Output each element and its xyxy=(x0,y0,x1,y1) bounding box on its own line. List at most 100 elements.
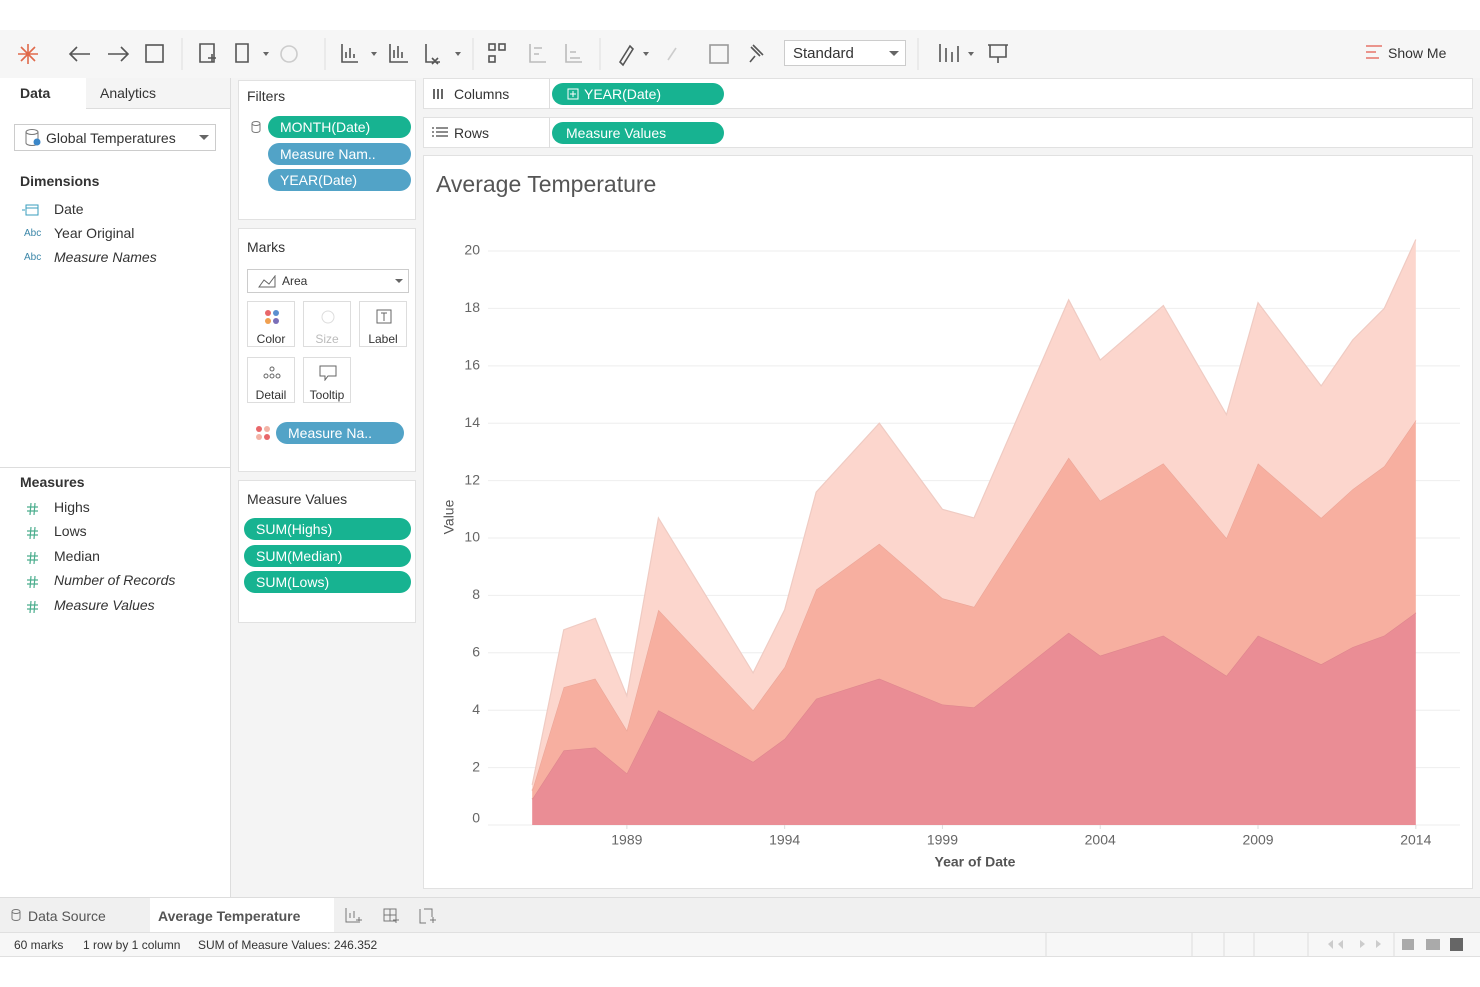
dimension[interactable]: Measure Names xyxy=(54,249,157,265)
analytics-tab-bg xyxy=(86,78,230,109)
measure-pill[interactable]: SUM(Highs) xyxy=(244,518,411,540)
color-button[interactable]: Color xyxy=(247,301,295,347)
measure-pill[interactable]: SUM(Lows) xyxy=(244,571,411,593)
toolbar: Standard Show Me xyxy=(0,30,1480,79)
chart: Average Temperature Value Year of Date 0… xyxy=(436,171,1460,870)
detail-icon xyxy=(263,366,281,379)
y-tick-label: 0 xyxy=(472,810,480,826)
divider xyxy=(549,79,550,109)
y-tick-label: 12 xyxy=(464,471,480,487)
y-tick-label: 18 xyxy=(464,299,480,315)
x-tick-label: 2009 xyxy=(1242,832,1273,848)
area-icon xyxy=(258,275,276,288)
measure-pill[interactable]: SUM(Median) xyxy=(244,545,411,567)
tab[interactable]: Data xyxy=(20,85,51,101)
measure-values-card: Measure Values SUM(Highs) SUM(Median) SU… xyxy=(238,480,416,623)
status-size: 1 row by 1 column xyxy=(83,938,181,952)
tab[interactable]: Analytics xyxy=(100,85,157,101)
measure[interactable]: Lows xyxy=(54,523,87,540)
rows-shelf: Rows Measure Values xyxy=(423,117,1473,148)
x-tick-label: 1994 xyxy=(769,832,800,848)
measure[interactable]: Median xyxy=(54,547,100,564)
marks-card: Marks Area Color Size Label Detail Toolt… xyxy=(238,228,416,472)
color-icon xyxy=(256,426,270,440)
card-title: Measure Values xyxy=(247,491,348,507)
tooltip-button[interactable]: Tooltip xyxy=(303,357,351,403)
measure-icon xyxy=(27,502,38,516)
section-title: Measures xyxy=(20,474,85,490)
type-icon: Abc xyxy=(24,252,42,263)
dimension[interactable]: Date xyxy=(54,201,84,217)
db-icon xyxy=(251,121,261,133)
expand-icon xyxy=(567,88,579,100)
filter-pill[interactable]: Measure Nam.. xyxy=(268,143,411,165)
area xyxy=(532,239,1416,791)
date-icon xyxy=(22,204,39,216)
mark-type-select[interactable]: Area xyxy=(247,269,409,293)
x-axis-label: Year of Date xyxy=(935,854,1016,870)
card-title: Marks xyxy=(247,239,286,255)
button-label: Detail xyxy=(255,388,287,402)
shelf-label: Columns xyxy=(454,86,510,102)
toolbar-icons xyxy=(18,38,1382,70)
active-tab[interactable]: Average Temperature xyxy=(150,898,334,933)
mark-type: Area xyxy=(282,274,308,288)
x-tick-label: 1989 xyxy=(611,832,642,848)
data-source-tab[interactable]: Data Source xyxy=(28,908,106,924)
dropdown-arrow xyxy=(889,51,899,61)
status-marks: 60 marks xyxy=(14,938,64,952)
measure[interactable]: Number of Records xyxy=(54,572,176,589)
area xyxy=(532,612,1416,825)
show-me[interactable]: Show Me xyxy=(1388,45,1447,61)
dimension[interactable]: Year Original xyxy=(54,225,135,241)
fit-dropdown[interactable]: Standard xyxy=(784,40,906,66)
y-tick-label: 2 xyxy=(472,758,480,774)
status-bar: 60 marks 1 row by 1 column SUM of Measur… xyxy=(0,932,1480,957)
button-label: Label xyxy=(368,332,398,346)
filter-pill[interactable]: MONTH(Date) xyxy=(268,116,411,138)
y-tick-label: 14 xyxy=(464,414,480,430)
label-button[interactable]: Label xyxy=(359,301,407,347)
columns-shelf: Columns YEAR(Date) xyxy=(423,78,1473,109)
sheet-tabs: Data Source Average Temperature xyxy=(0,897,1480,933)
detail-button[interactable]: Detail xyxy=(247,357,295,403)
rows-icon xyxy=(432,127,448,137)
measure-icon xyxy=(27,600,38,613)
type-icon: Abc xyxy=(24,228,42,239)
filter-pill[interactable]: YEAR(Date) xyxy=(268,169,411,191)
measure-icon xyxy=(27,527,38,540)
measure[interactable]: Measure Values xyxy=(54,596,155,613)
y-tick-label: 8 xyxy=(472,586,480,602)
new-sheet-icons[interactable] xyxy=(340,904,450,928)
db-icon xyxy=(11,909,21,921)
card-title: Filters xyxy=(247,88,286,104)
tooltip-icon xyxy=(319,365,337,381)
datasource-name: Global Temperatures xyxy=(46,130,176,146)
marks-pill[interactable]: Measure Na.. xyxy=(276,422,404,444)
divider xyxy=(549,118,550,148)
x-tick-label: 2014 xyxy=(1400,832,1431,848)
area xyxy=(532,420,1416,800)
y-axis-label: Value xyxy=(441,499,457,534)
divider xyxy=(0,467,230,468)
rows-pill[interactable]: Measure Values xyxy=(552,122,724,144)
y-tick-label: 6 xyxy=(472,644,480,660)
measure-icon xyxy=(27,551,38,564)
measure[interactable]: Highs xyxy=(54,499,90,515)
columns-pill[interactable]: YEAR(Date) xyxy=(552,83,724,105)
button-label: Tooltip xyxy=(309,388,345,402)
status-sum: SUM of Measure Values: 246.352 xyxy=(198,938,378,952)
button-label: Size xyxy=(315,332,339,346)
area-edge xyxy=(531,239,1417,785)
size-button: Size xyxy=(303,301,351,347)
y-tick-label: 10 xyxy=(464,529,480,545)
filters-card: Filters MONTH(Date) Measure Nam.. YEAR(D… xyxy=(238,80,416,220)
dropdown-arrow xyxy=(199,135,209,145)
datasource-select[interactable]: Global Temperatures xyxy=(14,124,216,151)
x-tick-label: 2004 xyxy=(1085,832,1116,848)
db-icon xyxy=(25,129,41,146)
fit-label: Standard xyxy=(793,45,854,62)
section-title: Dimensions xyxy=(20,173,100,189)
x-tick-label: 1999 xyxy=(927,832,958,848)
